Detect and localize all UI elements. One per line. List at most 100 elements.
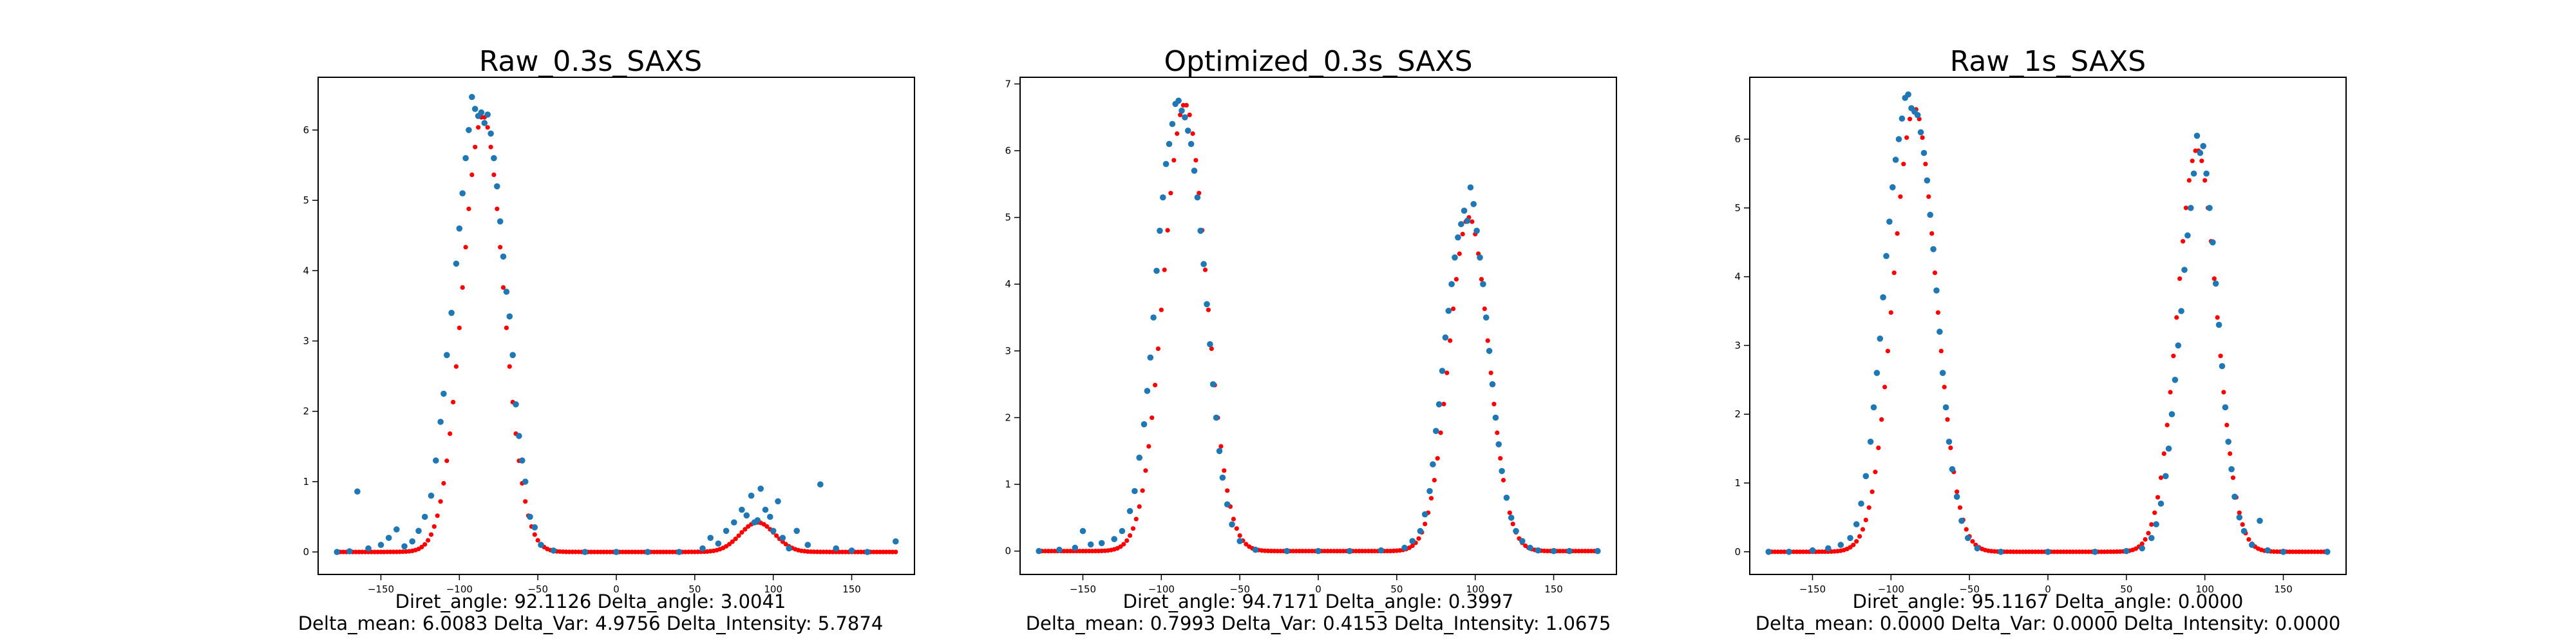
data-point xyxy=(1519,538,1526,544)
data-point xyxy=(1141,421,1148,428)
data-point xyxy=(1837,542,1844,548)
data-point xyxy=(1953,493,1960,500)
fit-point xyxy=(1155,346,1160,352)
data-point xyxy=(2240,527,2248,535)
fit-point xyxy=(476,125,481,130)
fit-point xyxy=(498,245,503,250)
data-point xyxy=(2172,377,2179,383)
y-tick-label: 0 xyxy=(1005,545,1011,557)
data-point xyxy=(385,535,392,541)
fit-point xyxy=(2158,475,2164,480)
data-point xyxy=(1858,500,1864,507)
data-point xyxy=(1880,294,1886,301)
fit-point xyxy=(1150,415,1155,421)
data-point xyxy=(1489,381,1496,388)
data-point xyxy=(676,549,683,555)
fit-point xyxy=(739,530,744,535)
data-point xyxy=(415,527,422,535)
data-point xyxy=(1191,167,1198,174)
y-tick-label: 2 xyxy=(1734,408,1741,420)
data-point xyxy=(444,352,450,359)
y-tick-label: 0 xyxy=(1734,546,1741,558)
y-tick-label: 2 xyxy=(1005,412,1011,423)
data-point xyxy=(1283,547,1291,554)
x-tick-label: 100 xyxy=(2195,583,2214,595)
data-point xyxy=(1072,544,1079,551)
data-point xyxy=(550,547,557,554)
fit-point xyxy=(733,536,738,542)
fit-point xyxy=(1870,489,1875,495)
data-point xyxy=(2206,205,2213,211)
data-point xyxy=(893,538,899,545)
fit-point xyxy=(1935,310,1940,315)
data-point xyxy=(1439,368,1446,374)
fit-point xyxy=(1178,112,1183,117)
fit-point xyxy=(1197,191,1202,196)
data-point xyxy=(2188,205,2194,211)
fit-point xyxy=(1851,542,1856,547)
data-point xyxy=(1162,160,1170,167)
data-point xyxy=(2181,267,2188,273)
data-point xyxy=(1448,281,1455,288)
data-point xyxy=(1461,207,1468,214)
fit-point xyxy=(2228,451,2233,457)
data-point xyxy=(1184,128,1191,134)
data-point xyxy=(462,155,469,162)
data-point xyxy=(1182,114,1188,120)
fit-point xyxy=(774,533,779,538)
data-point xyxy=(1315,547,1321,554)
axes-frame xyxy=(317,77,915,575)
fit-point xyxy=(1854,539,1859,544)
fit-point xyxy=(2177,276,2183,281)
y-tick-label: 1 xyxy=(1005,478,1011,490)
chart-title: Raw_1s_SAXS xyxy=(1950,45,2146,78)
data-point xyxy=(757,486,764,492)
fit-point xyxy=(1432,478,1437,483)
fit-point xyxy=(453,364,459,369)
fit-point xyxy=(1888,310,1893,315)
fit-point xyxy=(438,499,443,504)
data-point xyxy=(582,549,589,555)
data-point xyxy=(466,127,472,133)
fit-point xyxy=(1498,456,1503,461)
data-point xyxy=(1197,227,1204,234)
data-point xyxy=(2175,342,2182,349)
fit-point xyxy=(1898,194,1903,199)
data-point xyxy=(448,310,455,316)
fit-point xyxy=(1929,231,1935,236)
data-point xyxy=(1430,461,1436,468)
data-point xyxy=(481,120,488,126)
data-point xyxy=(1132,488,1138,495)
data-point xyxy=(1204,301,1210,308)
data-point xyxy=(1503,495,1510,501)
y-tick-label: 4 xyxy=(303,265,309,276)
data-point xyxy=(346,548,353,554)
data-point xyxy=(377,542,384,548)
fit-point xyxy=(1225,488,1230,493)
fit-point xyxy=(1495,430,1500,435)
x-tick-label: 50 xyxy=(2120,583,2132,595)
fit-point xyxy=(1454,277,1459,282)
data-point xyxy=(2123,547,2130,554)
x-tick-label: 100 xyxy=(764,583,782,595)
data-point xyxy=(503,289,510,295)
fit-point xyxy=(488,144,493,149)
data-point xyxy=(1445,307,1452,314)
data-point xyxy=(531,524,538,531)
fit-point xyxy=(431,524,437,529)
fit-point xyxy=(2149,522,2154,527)
data-point xyxy=(833,545,839,552)
data-point xyxy=(1236,538,1243,544)
fit-point xyxy=(1190,131,1195,137)
data-point xyxy=(1087,541,1094,548)
fit-point xyxy=(2174,315,2179,320)
fit-point xyxy=(1410,543,1415,549)
y-tick-label: 2 xyxy=(303,406,309,417)
fit-point xyxy=(1168,191,1173,196)
y-tick-label: 0 xyxy=(303,546,309,558)
fit-point xyxy=(1143,468,1148,473)
fit-point xyxy=(1885,348,1890,354)
data-point xyxy=(1111,536,1117,542)
data-point xyxy=(1895,136,1902,142)
